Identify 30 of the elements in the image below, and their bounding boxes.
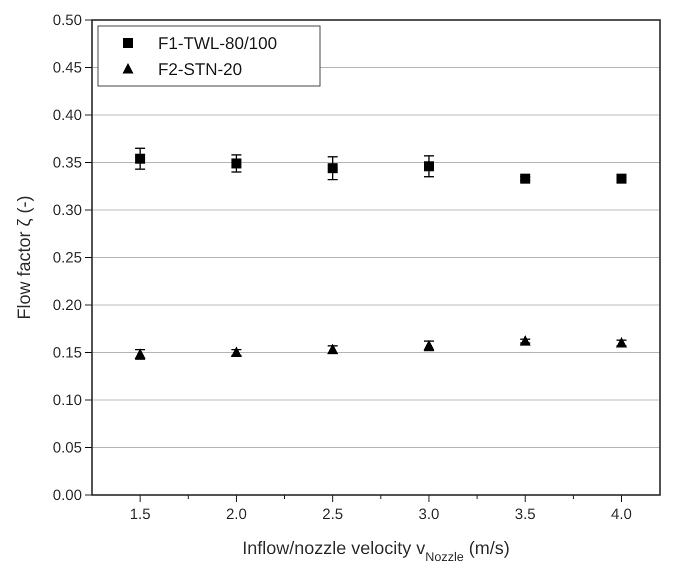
point (328, 163, 338, 174)
y-tick-label: 0.20 (52, 297, 82, 314)
y-tick-label: 0.25 (52, 250, 82, 266)
legend-label: F1-TWL-80/100 (158, 34, 278, 53)
point (520, 174, 530, 184)
x-tick-label: 4.0 (611, 506, 632, 523)
x-axis-title: Inflow/nozzle velocity v$_{Nozzle}$ (m/s) (242, 538, 510, 564)
y-tick-label: 0.30 (52, 202, 82, 219)
y-tick-label: 0.05 (52, 440, 82, 456)
point (520, 335, 531, 346)
y-tick-label: 0.35 (52, 154, 82, 172)
point (231, 158, 242, 168)
x-tick-label: 2.5 (322, 506, 344, 523)
y-tick-label: 0.45 (52, 60, 82, 76)
point (616, 174, 626, 184)
x-tick-label: 3.0 (418, 506, 440, 523)
point (424, 161, 434, 172)
y-axis-title: Flow factor ζ (-) (14, 196, 34, 320)
point (135, 154, 146, 164)
y-tick-label: 0.15 (52, 344, 82, 362)
x-tick-label: 3.5 (514, 506, 536, 523)
x-tick-label: 1.5 (130, 506, 151, 523)
point (230, 346, 242, 357)
y-tick-label: 0.10 (52, 392, 82, 409)
legend-label: F2-STN-20 (158, 60, 242, 79)
x-tick-label: 2.0 (226, 506, 247, 523)
point (616, 337, 627, 348)
y-tick-label: 0.50 (52, 12, 82, 29)
y-tick-label: 0.40 (52, 107, 82, 124)
y-tick-label: 0.00 (52, 487, 82, 504)
